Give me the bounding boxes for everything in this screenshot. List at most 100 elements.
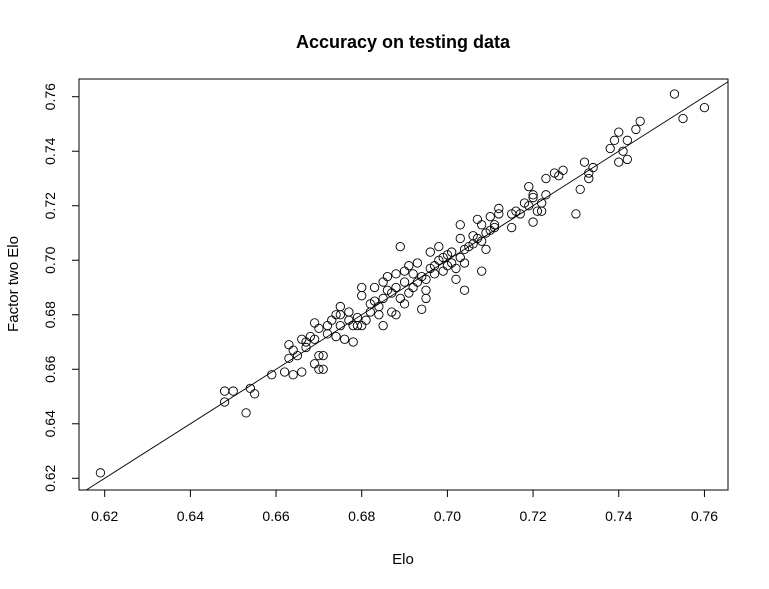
scatter-point: [365, 307, 375, 317]
x-tick-label: 0.62: [91, 508, 118, 524]
x-tick-label: 0.72: [519, 508, 546, 524]
scatter-point: [404, 288, 414, 298]
scatter-point: [404, 261, 414, 271]
scatter-point: [288, 370, 298, 380]
x-tick-label: 0.70: [434, 508, 461, 524]
x-tick-label: 0.64: [177, 508, 204, 524]
chart-title: Accuracy on testing data: [296, 32, 511, 52]
y-axis-label: Factor two Elo: [5, 236, 22, 332]
scatter-point: [579, 157, 590, 167]
scatter-point: [399, 299, 410, 309]
scatter-point: [669, 89, 680, 99]
scatter-point: [451, 263, 461, 274]
scatter-point: [507, 222, 517, 233]
scatter-point: [284, 353, 294, 364]
scatter-point: [412, 258, 423, 268]
scatter-point: [421, 285, 431, 295]
scatter-point: [378, 293, 388, 304]
scatter-point: [494, 203, 504, 214]
scatter-point: [378, 321, 388, 331]
scatter-point: [438, 266, 448, 276]
scatter-point: [352, 312, 363, 323]
scatter-point: [322, 321, 333, 331]
scatter-point: [357, 282, 367, 293]
scatter-point: [335, 321, 345, 331]
scatter-point: [528, 192, 538, 203]
scatter-point: [348, 337, 358, 347]
y-tick-label: 0.62: [42, 464, 58, 491]
scatter-point: [584, 173, 594, 184]
scatter-point: [395, 241, 405, 252]
scatter-point: [374, 301, 384, 312]
scatter-point: [571, 209, 581, 219]
scatter-point: [605, 143, 615, 154]
scatter-point: [228, 386, 238, 396]
scatter-point: [477, 266, 487, 276]
x-axis: 0.62 0.64 0.66 0.68 0.70 0.72 0.74 0.76: [91, 489, 718, 524]
scatter-point: [314, 364, 324, 374]
scatter-point: [472, 214, 483, 225]
scatter-point: [532, 206, 543, 216]
x-tick-label: 0.68: [348, 508, 375, 524]
scatter-point: [327, 315, 337, 325]
y-axis: 0.62 0.64 0.66 0.68 0.70 0.72 0.74 0.76: [42, 83, 80, 492]
scatter-point: [481, 244, 491, 254]
scatter-point: [339, 334, 350, 344]
scatter-point: [408, 282, 418, 293]
scatter-point: [455, 233, 465, 244]
scatter-point: [614, 157, 624, 167]
y-tick-label: 0.68: [42, 301, 58, 328]
scatter-point: [425, 247, 435, 257]
scatter-point: [421, 274, 431, 284]
scatter-point: [459, 285, 470, 295]
scatter-point: [314, 323, 324, 334]
scatter-point: [528, 190, 538, 200]
scatter-point: [395, 293, 405, 304]
scatter-point: [95, 468, 106, 478]
scatter-point: [361, 315, 371, 325]
scatter-point: [220, 397, 230, 407]
scatter-point: [459, 258, 470, 268]
scatter-point: [614, 127, 624, 137]
y-tick-label: 0.70: [42, 246, 58, 273]
scatter-point: [249, 389, 260, 399]
scatter-point: [515, 209, 525, 219]
scatter-point: [477, 220, 487, 230]
scatter-point: [399, 277, 410, 287]
scatter-point: [391, 269, 401, 279]
y-tick-label: 0.66: [42, 355, 58, 382]
scatter-point: [618, 146, 628, 156]
scatter-point: [279, 367, 290, 377]
scatter-point: [485, 211, 495, 222]
scatter-point: [369, 282, 380, 293]
scatter-point: [489, 222, 500, 233]
scatter-point: [331, 310, 341, 320]
scatter-point: [301, 342, 311, 353]
scatter-point: [434, 241, 444, 252]
scatter-point: [391, 310, 401, 320]
scatter-point: [292, 350, 303, 361]
scatter-point: [309, 359, 320, 369]
scatter-point: [335, 301, 345, 312]
y-tick-label: 0.76: [42, 83, 58, 110]
scatter-point: [309, 334, 320, 344]
scatter-point: [524, 182, 534, 192]
scatter-point: [408, 269, 418, 279]
x-axis-label: Elo: [392, 551, 414, 568]
scatter-point: [417, 304, 427, 314]
scatter-point: [318, 350, 328, 361]
scatter-point: [267, 370, 277, 380]
scatter-point: [699, 102, 710, 113]
scatter-point: [455, 220, 465, 230]
scatter-point: [297, 367, 307, 377]
y-tick-label: 0.72: [42, 192, 58, 219]
scatter-point: [331, 331, 341, 342]
scatter-point: [382, 271, 393, 282]
x-tick-label: 0.66: [262, 508, 289, 524]
scatter-point: [494, 209, 504, 219]
scatter-point: [524, 201, 534, 211]
y-tick-label: 0.74: [42, 137, 58, 164]
scatter-point: [378, 277, 388, 287]
scatter-point: [429, 269, 440, 279]
scatter-point: [631, 124, 641, 135]
